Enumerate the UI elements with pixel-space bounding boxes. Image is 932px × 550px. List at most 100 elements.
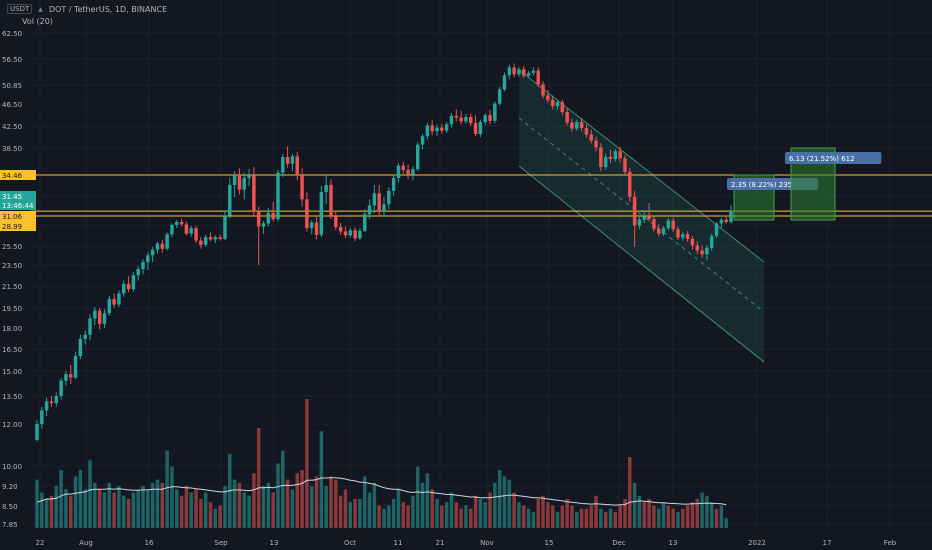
- volume-bar: [579, 508, 584, 528]
- candle-body: [69, 374, 73, 378]
- volume-bar: [160, 482, 165, 528]
- y-tick-label: 15.00: [2, 368, 22, 376]
- volume-bar: [666, 505, 671, 528]
- candle: [136, 266, 140, 281]
- volume-bar: [406, 505, 410, 528]
- volume-bar: [546, 502, 550, 528]
- candle-body: [343, 231, 348, 236]
- candle-body: [59, 380, 63, 396]
- candle-body: [44, 401, 49, 411]
- candle-body: [122, 283, 126, 294]
- candle-body: [314, 222, 319, 235]
- volume-bar: [695, 498, 699, 528]
- candle: [189, 225, 193, 237]
- volume-bar: [575, 511, 579, 528]
- candle: [223, 210, 227, 241]
- volume-bar: [632, 482, 637, 528]
- candle: [493, 101, 497, 124]
- volume-bar: [97, 489, 102, 528]
- volume-bars: [35, 399, 728, 528]
- channel-lower: [518, 165, 765, 363]
- candle-body: [194, 228, 198, 241]
- candle-body: [575, 122, 579, 129]
- volume-bar: [117, 486, 121, 528]
- y-tick-label: 9.20: [2, 483, 18, 491]
- candle-body: [594, 140, 598, 148]
- candle: [165, 232, 169, 251]
- volume-bar: [261, 486, 266, 528]
- volume-bar: [705, 495, 709, 528]
- candle-body: [671, 220, 675, 230]
- volume-bar: [647, 498, 651, 528]
- candle: [208, 232, 213, 242]
- volume-bar: [613, 511, 618, 528]
- candle-body: [208, 237, 213, 240]
- candle-body: [367, 205, 372, 215]
- volume-bar: [652, 505, 656, 528]
- candle-body: [459, 117, 463, 122]
- volume-bar: [93, 482, 97, 528]
- channel-upper: [518, 69, 765, 263]
- candle: [353, 227, 357, 242]
- volume-bar: [334, 479, 338, 528]
- x-tick-label: 21: [436, 539, 445, 547]
- candle-body: [589, 134, 593, 141]
- candle: [449, 113, 454, 128]
- candle: [126, 276, 131, 293]
- candle: [78, 334, 83, 360]
- candle: [550, 95, 555, 110]
- candle-body: [252, 174, 256, 212]
- candle: [705, 245, 709, 261]
- candle: [49, 396, 54, 407]
- volume-bar: [526, 508, 531, 528]
- x-tick-label: 11: [394, 539, 403, 547]
- volume-bar: [40, 492, 44, 528]
- chevron-up-icon[interactable]: ▲: [38, 5, 43, 13]
- candle: [502, 72, 507, 92]
- candle: [666, 218, 671, 231]
- candle: [88, 314, 92, 341]
- volume-indicator-label[interactable]: Vol (20): [22, 17, 53, 26]
- volume-bar: [319, 431, 324, 528]
- volume-bar: [584, 508, 589, 528]
- quote-currency-badge[interactable]: USDT: [7, 4, 33, 14]
- candle-body: [632, 196, 637, 226]
- candle: [338, 222, 343, 235]
- candle-body: [223, 215, 227, 239]
- candle: [54, 392, 59, 407]
- volume-bar: [146, 489, 150, 528]
- candle-body: [141, 262, 145, 270]
- candle-body: [656, 228, 661, 234]
- volume-bar: [194, 489, 198, 528]
- candle: [416, 142, 420, 172]
- candle: [555, 99, 560, 110]
- candle-body: [478, 122, 483, 134]
- x-tick-label: 16: [145, 539, 154, 547]
- candle-body: [228, 184, 232, 216]
- volume-bar: [324, 486, 328, 528]
- candle: [594, 136, 598, 152]
- candle: [112, 293, 116, 308]
- candle-body: [695, 245, 699, 251]
- candle: [478, 119, 483, 138]
- target-boxes: 2.35 (8.22%) 235 6.13 (21.52%) 612: [727, 147, 882, 221]
- candle: [329, 179, 333, 220]
- candle-body: [165, 234, 169, 249]
- candle-body: [469, 116, 473, 124]
- volume-bar: [401, 502, 406, 528]
- volume-bar: [309, 486, 314, 528]
- volume-bar: [64, 489, 68, 528]
- price-badge-label: 31.45: [2, 193, 22, 201]
- x-tick-label: 22: [36, 539, 45, 547]
- price-badge-label: 13:46:44: [2, 202, 34, 210]
- volume-bar: [685, 505, 690, 528]
- candle-body: [454, 115, 459, 118]
- candle: [35, 420, 39, 442]
- candle: [281, 153, 285, 177]
- candle: [300, 167, 304, 207]
- candle-body: [112, 298, 116, 305]
- x-tick-label: 2022: [748, 539, 766, 547]
- volume-bar: [478, 498, 483, 528]
- candle: [146, 252, 150, 271]
